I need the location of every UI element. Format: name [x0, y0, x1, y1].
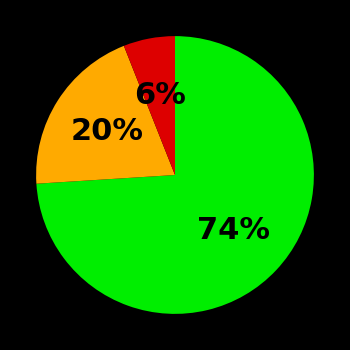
- Text: 20%: 20%: [70, 117, 144, 146]
- Text: 74%: 74%: [197, 216, 270, 245]
- Wedge shape: [36, 46, 175, 184]
- Wedge shape: [36, 36, 314, 314]
- Text: 6%: 6%: [134, 81, 186, 110]
- Wedge shape: [124, 36, 175, 175]
